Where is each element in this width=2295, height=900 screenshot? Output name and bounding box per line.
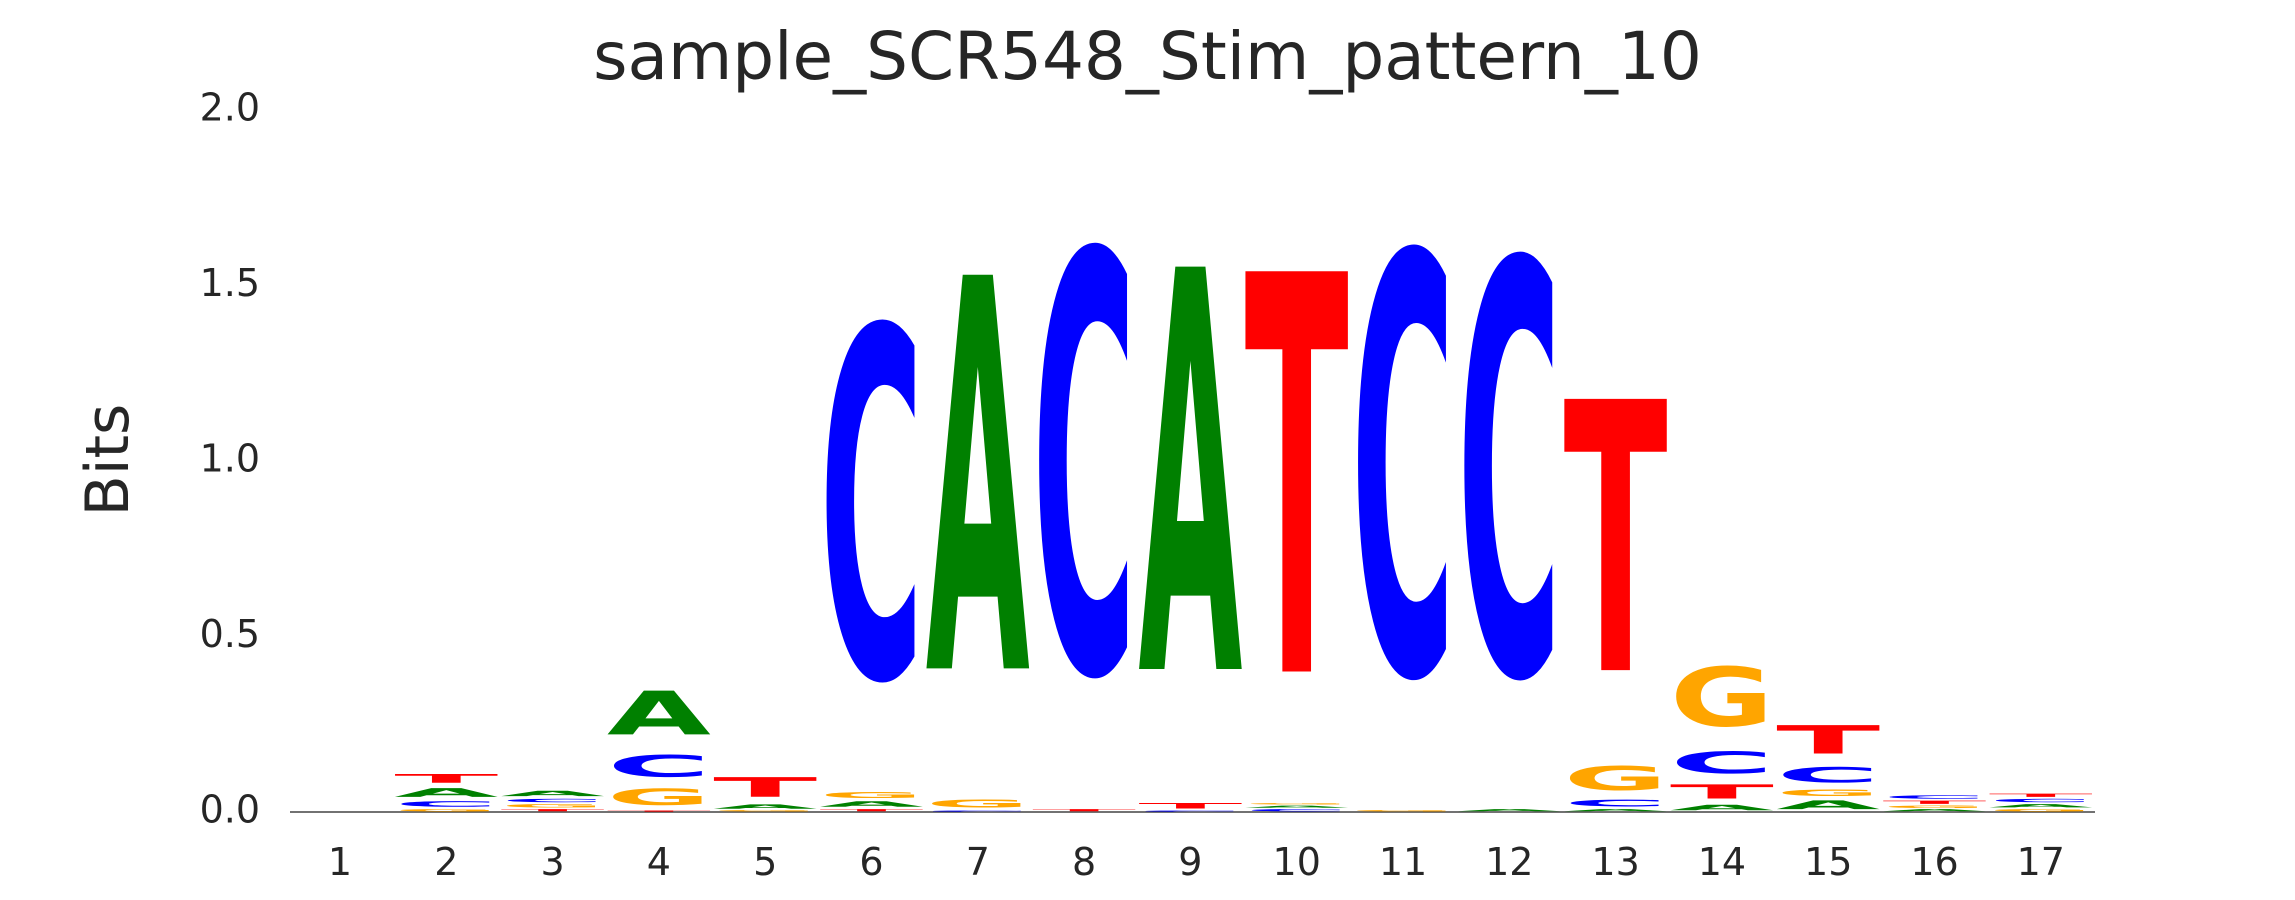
logo-letter-T: T (394, 772, 498, 786)
y-tick-label: 2.0 (200, 86, 260, 130)
x-tick-label: 13 (1591, 840, 1639, 884)
x-tick-label: 2 (434, 840, 458, 884)
logo-letter-G: G (926, 798, 1030, 810)
logo-letter-A: A (1138, 156, 1243, 799)
x-tick-label: 9 (1178, 840, 1202, 884)
x-tick-label: 12 (1485, 840, 1533, 884)
logo-letter-A: A (1670, 803, 1774, 812)
logo-letter-C: C (1883, 794, 1987, 799)
logo-letter-A: A (394, 786, 498, 800)
logo-letter-C: C (1351, 138, 1455, 808)
logo-letter-G: G (1776, 788, 1880, 798)
logo-letter-C: C (820, 232, 924, 789)
logo-letter-C: C (1245, 808, 1349, 812)
logo-letter-G: G (394, 809, 498, 812)
y-tick-label: 0.0 (200, 788, 260, 832)
x-tick-label: 14 (1698, 840, 1746, 884)
logo-letter-A: A (501, 789, 605, 798)
logo-letter-C: C (1670, 746, 1774, 781)
logo-letter-T: T (1245, 163, 1350, 802)
logo-letter-T: T (1564, 326, 1669, 759)
logo-letter-A: A (1776, 798, 1880, 812)
logo-letter-C: C (394, 800, 498, 809)
logo-letter-A: A (1564, 809, 1669, 812)
logo-letter-A: A (926, 167, 1031, 796)
logo-letter-T: T (1989, 793, 2093, 798)
logo-letter-G: G (501, 803, 605, 808)
logo-letter-C: C (1138, 810, 1242, 812)
x-tick-label: 10 (1273, 840, 1321, 884)
x-tick-label: 4 (647, 840, 671, 884)
x-tick-label: 11 (1379, 840, 1427, 884)
logo-letter-A: A (1457, 809, 1562, 812)
x-tick-label: 16 (1910, 840, 1958, 884)
logo-letter-A: A (1245, 805, 1350, 808)
logo-letter-C: C (926, 810, 1030, 812)
x-tick-label: 15 (1804, 840, 1852, 884)
logo-letter-C: C (1989, 798, 2093, 803)
logo-letter-A: A (820, 800, 924, 809)
x-tick-label: 7 (966, 840, 990, 884)
y-tick-label: 1.0 (200, 437, 260, 481)
logo-letter-T: T (607, 810, 711, 812)
logo-letter-T: T (1138, 802, 1243, 811)
logo-letter-T: T (1032, 809, 1136, 812)
logo-letter-T: T (501, 809, 605, 812)
logo-letter-T: T (1883, 800, 1987, 805)
logo-letter-G: G (1245, 803, 1349, 805)
logo-letter-G: G (1351, 810, 1455, 812)
x-tick-label: 6 (859, 840, 883, 884)
x-tick-label: 5 (753, 840, 777, 884)
logo-letter-T: T (1670, 780, 1774, 803)
logo-letter-C: C (1032, 136, 1136, 806)
logo-letter-A: A (1883, 809, 1988, 812)
logo-letter-G: G (1564, 759, 1668, 798)
logo-letter-A: A (713, 803, 818, 810)
x-axis-ticks: 1 2 3 4 5 6 7 8 9 10 11 12 13 14 15 16 17 (328, 840, 2065, 884)
logo-letter-G: G (1989, 809, 2093, 812)
logo-letter-C: C (1564, 798, 1668, 808)
logo-letters: GCATTGCATGCAGATTAGCCGATCCTACAGTGCACACGTA… (394, 136, 2093, 812)
y-tick-label: 0.5 (200, 612, 260, 656)
logo-letter-C: C (501, 798, 605, 803)
logo-letter-G: G (820, 791, 924, 800)
x-tick-label: 3 (541, 840, 565, 884)
logo-letter-C: C (1457, 147, 1561, 807)
logo-letter-G: G (607, 784, 711, 810)
logo-letter-T: T (820, 809, 924, 812)
x-tick-label: 17 (2017, 840, 2065, 884)
x-tick-label: 8 (1072, 840, 1096, 884)
logo-letter-T: T (1776, 718, 1880, 763)
chart-title: sample_SCR548_Stim_pattern_10 (593, 18, 1702, 95)
y-axis-ticks: 0.0 0.5 1.0 1.5 2.0 (200, 86, 260, 832)
y-tick-label: 1.5 (200, 261, 260, 305)
logo-letter-G: G (1670, 651, 1774, 745)
logo-letter-G: G (1883, 805, 1987, 808)
logo-letter-A: A (607, 678, 711, 748)
x-tick-label: 1 (328, 840, 352, 884)
logo-letter-C: C (607, 749, 711, 784)
logo-letter-T: T (713, 772, 817, 804)
logo-letter-C: C (1776, 763, 1880, 787)
logo-letter-G: G (713, 810, 817, 812)
logo-letter-A: A (1989, 803, 2094, 808)
